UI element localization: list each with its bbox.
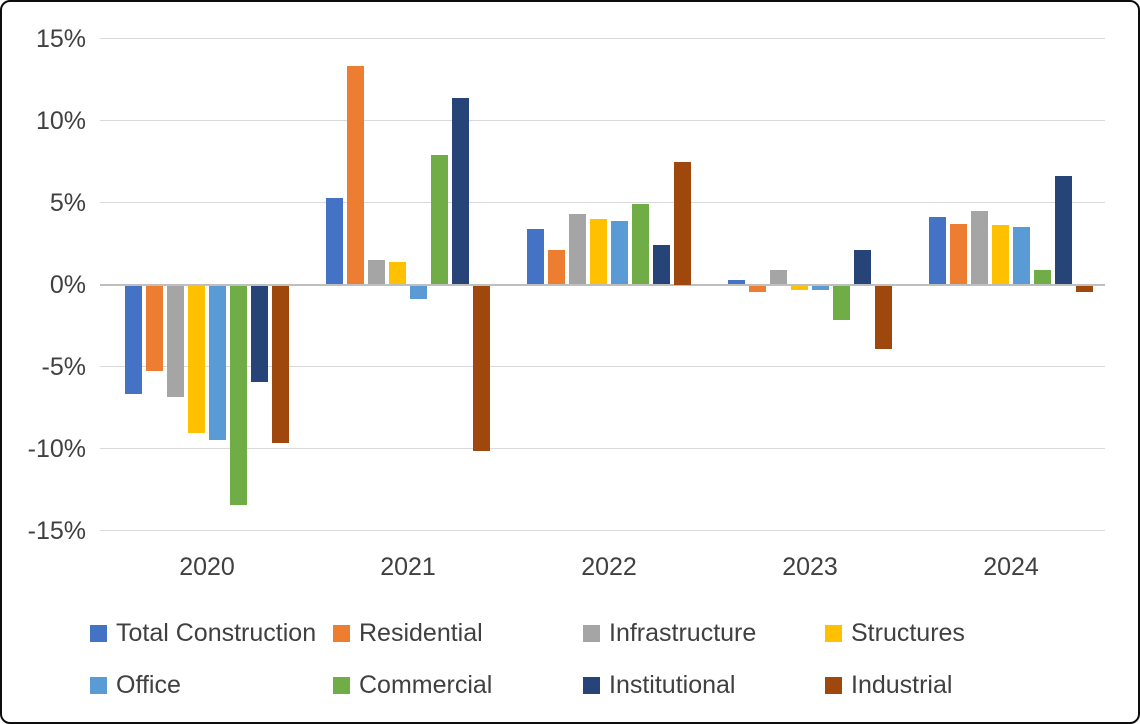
zero-axis-line — [100, 283, 1105, 286]
bar-total-construction-2022 — [527, 228, 544, 285]
y-axis-tick-label: -10% — [27, 434, 86, 463]
bar-institutional-2022 — [653, 245, 670, 285]
legend-label: Structures — [851, 618, 965, 647]
bar-institutional-2020 — [251, 285, 268, 383]
bar-industrial-2021 — [473, 285, 490, 452]
gridline — [100, 120, 1105, 121]
y-axis-tick-label: 15% — [35, 24, 86, 53]
legend-item-commercial: Commercial — [333, 670, 492, 700]
y-axis-tick-label: 5% — [49, 188, 86, 217]
bar-commercial-2024 — [1034, 269, 1051, 285]
bar-office-2024 — [1013, 227, 1030, 285]
y-axis-tick-label: -15% — [27, 516, 86, 545]
legend-swatch-residential — [333, 624, 350, 642]
bar-structures-2023 — [791, 285, 808, 291]
bar-infrastructure-2024 — [971, 210, 988, 285]
y-axis-tick-label: 0% — [49, 270, 86, 299]
legend-swatch-commercial — [333, 676, 350, 694]
bar-industrial-2023 — [875, 285, 892, 350]
bar-residential-2023 — [749, 285, 766, 293]
legend-label: Commercial — [359, 670, 493, 699]
legend-label: Industrial — [851, 670, 953, 699]
legend-item-industrial: Industrial — [825, 670, 952, 700]
bar-residential-2022 — [548, 250, 565, 285]
bar-residential-2020 — [146, 285, 163, 371]
x-axis-label-2024: 2024 — [983, 553, 1039, 581]
legend-label: Infrastructure — [609, 618, 757, 647]
x-axis-label-2022: 2022 — [581, 553, 637, 581]
bar-office-2020 — [209, 285, 226, 440]
legend-label: Total Construction — [116, 618, 317, 647]
bar-commercial-2022 — [632, 204, 649, 285]
legend-swatch-structures — [825, 624, 842, 642]
bar-industrial-2024 — [1076, 285, 1093, 293]
gridline — [100, 530, 1105, 531]
bar-industrial-2022 — [674, 161, 691, 285]
gridline — [100, 366, 1105, 367]
legend-item-office: Office — [90, 670, 181, 700]
bar-institutional-2023 — [854, 250, 871, 285]
x-axis-label-2023: 2023 — [782, 553, 838, 581]
bar-institutional-2021 — [452, 97, 469, 285]
bar-total-construction-2024 — [929, 217, 946, 285]
bar-institutional-2024 — [1055, 176, 1072, 285]
bar-total-construction-2023 — [728, 279, 745, 285]
bar-residential-2021 — [347, 66, 364, 285]
bar-total-construction-2020 — [125, 285, 142, 394]
legend-item-total-construction: Total Construction — [90, 618, 316, 648]
bar-structures-2021 — [389, 261, 406, 285]
legend-swatch-institutional — [583, 676, 600, 694]
legend-label: Residential — [359, 618, 483, 647]
legend-label: Office — [116, 670, 181, 699]
bar-structures-2022 — [590, 218, 607, 285]
legend-item-structures: Structures — [825, 618, 965, 648]
x-axis-label-2021: 2021 — [380, 553, 436, 581]
gridline — [100, 38, 1105, 39]
bar-total-construction-2021 — [326, 197, 343, 285]
bar-office-2021 — [410, 285, 427, 299]
legend-swatch-office — [90, 676, 107, 694]
bar-infrastructure-2020 — [167, 285, 184, 398]
x-axis-label-2020: 2020 — [179, 553, 235, 581]
y-axis-tick-label: 10% — [35, 106, 86, 135]
legend-item-infrastructure: Infrastructure — [583, 618, 756, 648]
bar-commercial-2023 — [833, 285, 850, 320]
legend-item-residential: Residential — [333, 618, 483, 648]
gridline — [100, 448, 1105, 449]
bar-residential-2024 — [950, 223, 967, 285]
legend-swatch-total-construction — [90, 624, 107, 642]
bar-infrastructure-2022 — [569, 213, 586, 285]
bar-commercial-2020 — [230, 285, 247, 506]
legend-swatch-industrial — [825, 676, 842, 694]
legend-label: Institutional — [609, 670, 736, 699]
bar-infrastructure-2023 — [770, 269, 787, 285]
legend-swatch-infrastructure — [583, 624, 600, 642]
bar-infrastructure-2021 — [368, 259, 385, 285]
bar-industrial-2020 — [272, 285, 289, 443]
bar-structures-2024 — [992, 225, 1009, 285]
bar-commercial-2021 — [431, 154, 448, 285]
bar-office-2022 — [611, 220, 628, 285]
legend-item-institutional: Institutional — [583, 670, 735, 700]
bar-structures-2020 — [188, 285, 205, 434]
y-axis-tick-label: -5% — [41, 352, 86, 381]
bar-office-2023 — [812, 285, 829, 291]
gridline — [100, 202, 1105, 203]
